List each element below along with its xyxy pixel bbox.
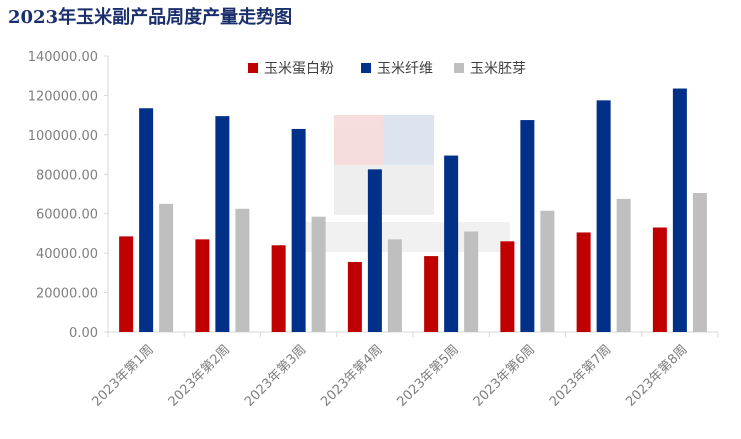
legend-label-3: 玉米胚芽 xyxy=(470,61,526,77)
chart-title: 2023年玉米副产品周度产量走势图 xyxy=(8,7,293,28)
bar-1-4 xyxy=(347,262,362,332)
legend: 玉米蛋白粉 玉米纤维 玉米胚芽 xyxy=(248,61,526,77)
y-tick-label: 140000.00 xyxy=(28,50,98,65)
bar-2-7 xyxy=(596,100,611,332)
y-tick-label: 120000.00 xyxy=(28,89,98,104)
legend-label-2: 玉米纤维 xyxy=(377,61,433,77)
legend-label-1: 玉米蛋白粉 xyxy=(264,61,334,77)
bar-3-6 xyxy=(540,210,555,332)
bar-1-1 xyxy=(119,236,134,332)
bars xyxy=(119,88,707,333)
bar-3-3 xyxy=(311,216,326,332)
bar-2-6 xyxy=(520,120,535,332)
bar-1-7 xyxy=(576,232,591,332)
bar-3-1 xyxy=(159,203,174,332)
y-tick-label: 100000.00 xyxy=(28,129,98,144)
x-tick-label: 2023年第7周 xyxy=(547,342,614,409)
watermark-logo xyxy=(300,115,510,252)
bar-3-4 xyxy=(387,239,402,332)
x-tick-label: 2023年第8周 xyxy=(623,342,690,409)
legend-swatch-3 xyxy=(454,63,464,73)
x-tick-label: 2023年第3周 xyxy=(242,342,309,409)
x-tick-label: 2023年第1周 xyxy=(90,342,157,409)
bar-2-3 xyxy=(291,128,306,332)
bar-3-7 xyxy=(616,198,631,332)
x-axis-ticks: 2023年第1周 2023年第2周 2023年第3周 2023年第4周 2023年第5周… xyxy=(90,332,719,410)
legend-swatch-1 xyxy=(248,63,258,73)
x-tick-label: 2023年第4周 xyxy=(318,342,385,409)
y-tick-label: 80000.00 xyxy=(36,168,98,183)
x-tick-label: 2023年第2周 xyxy=(166,342,233,409)
bar-2-2 xyxy=(215,116,230,332)
bar-2-4 xyxy=(367,169,382,332)
y-axis-ticks: 0.00 20000.00 40000.00 60000.00 80000.00 1000… xyxy=(28,50,108,341)
bar-3-5 xyxy=(464,231,479,332)
bar-3-2 xyxy=(235,208,250,332)
legend-swatch-2 xyxy=(361,63,371,73)
bar-1-3 xyxy=(271,245,286,332)
x-tick-label: 2023年第6周 xyxy=(471,342,538,409)
y-tick-label: 40000.00 xyxy=(36,247,98,262)
y-tick-label: 0.00 xyxy=(69,326,98,341)
x-tick-label: 2023年第5周 xyxy=(395,342,462,409)
y-tick-label: 20000.00 xyxy=(36,287,98,302)
bar-3-8 xyxy=(692,193,707,332)
bar-2-8 xyxy=(672,88,687,333)
bar-1-5 xyxy=(424,256,439,332)
bar-1-6 xyxy=(500,241,515,332)
bar-2-1 xyxy=(139,108,154,332)
bar-1-8 xyxy=(652,227,667,332)
bar-1-2 xyxy=(195,239,210,332)
y-tick-label: 60000.00 xyxy=(36,208,98,223)
bar-2-5 xyxy=(444,155,459,332)
